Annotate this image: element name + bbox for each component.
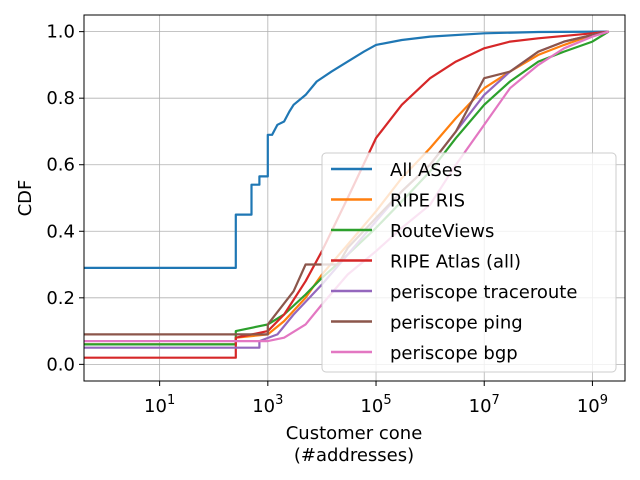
legend: All ASes RIPE RIS RouteViews RIPE Atlas (al… (321, 152, 617, 373)
x-tick-label: 103 (252, 393, 283, 417)
y-tick-label: 0.2 (46, 288, 75, 309)
y-tick-label: 0.0 (46, 354, 75, 375)
x-tick-label: 109 (577, 393, 608, 417)
y-axis-ticks: 0.0 0.2 0.4 0.6 0.8 1.0 (46, 22, 84, 375)
y-tick-label: 0.8 (46, 88, 75, 109)
y-tick-label: 0.4 (46, 221, 75, 242)
x-tick-label: 107 (469, 393, 500, 417)
series-line-1 (84, 30, 609, 269)
legend-label: periscope bgp (390, 343, 518, 364)
x-tick-label: 101 (144, 393, 175, 417)
legend-label: All ASes (390, 160, 462, 181)
legend-label: periscope ping (390, 313, 523, 334)
y-tick-label: 0.6 (46, 155, 75, 176)
legend-label: RouteViews (390, 221, 494, 242)
legend-label: periscope traceroute (390, 282, 577, 303)
x-axis-ticks: 101 103 105 107 109 (144, 381, 608, 417)
legend-label: RIPE RIS (390, 191, 465, 212)
x-axis-label: Customer cone (286, 423, 423, 444)
plot-frame (83, 14, 626, 382)
legend-box (321, 152, 617, 373)
legend-label: RIPE Atlas (all) (390, 252, 521, 273)
x-tick-label: 105 (360, 393, 391, 417)
y-axis-label: CDF (15, 180, 36, 217)
x-axis-label-units: (#addresses) (294, 445, 414, 466)
y-tick-label: 1.0 (46, 22, 75, 43)
